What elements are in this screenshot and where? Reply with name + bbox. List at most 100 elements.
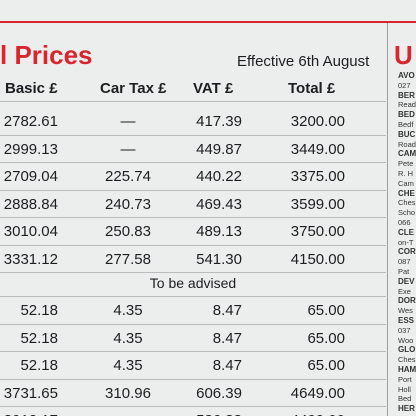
sidebar-line: COR bbox=[398, 247, 416, 257]
cell: 52.18 bbox=[20, 357, 58, 374]
cell: 52.18 bbox=[20, 302, 58, 319]
row-rule bbox=[0, 296, 386, 297]
sidebar-line: Pete bbox=[398, 159, 414, 169]
cell: 4150.00 bbox=[290, 250, 345, 268]
sidebar-line: DOR bbox=[398, 296, 416, 306]
cell: 2782.61 bbox=[3, 113, 58, 130]
cell: 240.73 bbox=[105, 195, 151, 213]
sidebar-line: Ches bbox=[398, 198, 416, 208]
cell: 4.35 bbox=[113, 357, 143, 374]
sidebar-line: HER bbox=[398, 404, 415, 414]
cell: 449.87 bbox=[196, 140, 242, 158]
row-rule bbox=[0, 378, 386, 380]
sidebar-line: Exe bbox=[398, 286, 411, 296]
sidebar-line: Road bbox=[398, 139, 416, 149]
sidebar-line: BED bbox=[398, 110, 415, 120]
sidebar-line: Holl bbox=[398, 384, 411, 394]
cell: 2709.04 bbox=[3, 168, 58, 185]
cell: 3010.04 bbox=[3, 223, 58, 240]
sidebar-line: ESS bbox=[398, 316, 415, 325]
title: l Prices bbox=[0, 40, 93, 70]
sidebar-line: 027 bbox=[398, 80, 411, 90]
cell: 8.47 bbox=[212, 302, 242, 319]
cell: 541.30 bbox=[196, 250, 242, 268]
column-header: Car Tax £ bbox=[100, 80, 167, 97]
row-rule bbox=[0, 101, 386, 102]
sidebar-line: Wes bbox=[398, 306, 413, 316]
row-rule bbox=[0, 217, 386, 218]
cell: 3750.00 bbox=[290, 223, 345, 240]
cell: — bbox=[83, 413, 173, 416]
cell: 606.39 bbox=[196, 384, 242, 402]
cell: 469.43 bbox=[196, 195, 242, 213]
cell: 277.58 bbox=[105, 250, 151, 268]
column-header: Total £ bbox=[288, 80, 336, 97]
sidebar-line: Cam bbox=[398, 178, 414, 188]
row-rule bbox=[0, 244, 386, 246]
sidebar-line: Read bbox=[398, 100, 416, 110]
cell: 8.47 bbox=[212, 357, 242, 374]
sidebar-line: Ches bbox=[398, 355, 416, 365]
effective-date: Effective 6th August bbox=[237, 53, 370, 70]
cell: — bbox=[120, 113, 136, 130]
sidebar-line: 066 bbox=[398, 218, 411, 227]
sidebar-line: CHE bbox=[398, 188, 415, 198]
cell: 586.83 bbox=[152, 413, 242, 416]
sidebar-line: BER bbox=[398, 90, 415, 100]
sidebar-title: U bbox=[394, 40, 413, 70]
sidebar-line: Woo bbox=[398, 335, 414, 345]
cell: — bbox=[120, 140, 136, 158]
sidebar-line: Bed bbox=[398, 394, 412, 404]
cell: 3375.00 bbox=[290, 168, 345, 185]
row-rule bbox=[0, 162, 386, 163]
cell: 65.00 bbox=[307, 357, 345, 374]
cell: 65.00 bbox=[307, 302, 345, 319]
cell: 52.18 bbox=[20, 329, 58, 347]
cell: 3731.65 bbox=[3, 384, 58, 402]
sidebar-line: 037 bbox=[398, 325, 411, 335]
sidebar-line: BUC bbox=[398, 129, 416, 139]
cell: 65.00 bbox=[307, 329, 345, 347]
cell: 310.96 bbox=[105, 384, 151, 402]
sidebar-line: HAM bbox=[398, 365, 416, 374]
cell: 225.74 bbox=[105, 168, 151, 185]
sidebar-line: on-T bbox=[398, 237, 414, 247]
row-rule bbox=[0, 406, 386, 407]
row-rule bbox=[0, 351, 386, 352]
row-rule bbox=[0, 134, 386, 136]
column-rule bbox=[387, 23, 388, 416]
row-rule bbox=[0, 272, 386, 273]
cell: 440.22 bbox=[196, 168, 242, 185]
cell: 3912.17 bbox=[0, 413, 58, 416]
column-header: VAT £ bbox=[193, 80, 234, 97]
top-rule bbox=[0, 21, 416, 23]
column-header: Basic £ bbox=[5, 80, 58, 97]
cell: 250.83 bbox=[105, 223, 151, 240]
group-heading: To be advised bbox=[149, 275, 237, 291]
sidebar-line: Bedf bbox=[398, 120, 414, 129]
cell: 4.35 bbox=[113, 329, 143, 347]
cell: 4499.00 bbox=[255, 413, 345, 416]
row-rule bbox=[0, 189, 386, 191]
sidebar-line: GLO bbox=[398, 345, 416, 355]
row-rule bbox=[0, 323, 386, 325]
cell: 3331.12 bbox=[3, 250, 58, 268]
cell: 4.35 bbox=[113, 302, 143, 319]
sidebar-line: CLE bbox=[398, 227, 414, 237]
cell: 3449.00 bbox=[290, 140, 345, 158]
cell: 2999.13 bbox=[3, 140, 58, 158]
sidebar-line: CAM bbox=[398, 149, 416, 159]
cell: 489.13 bbox=[196, 223, 242, 240]
cell: 4649.00 bbox=[290, 384, 345, 402]
sidebar-line: 087 bbox=[398, 257, 411, 267]
cell: 3599.00 bbox=[290, 195, 345, 213]
sidebar-line: Scho bbox=[398, 208, 416, 218]
cell: 8.47 bbox=[212, 329, 242, 347]
sidebar-line: DEV bbox=[398, 276, 415, 286]
sidebar-line: AVO bbox=[398, 71, 415, 80]
sidebar-line: Pat bbox=[398, 267, 410, 276]
sidebar-line: Port bbox=[398, 374, 412, 384]
sidebar-line: R. H bbox=[398, 169, 413, 178]
cell: 3200.00 bbox=[290, 113, 345, 130]
